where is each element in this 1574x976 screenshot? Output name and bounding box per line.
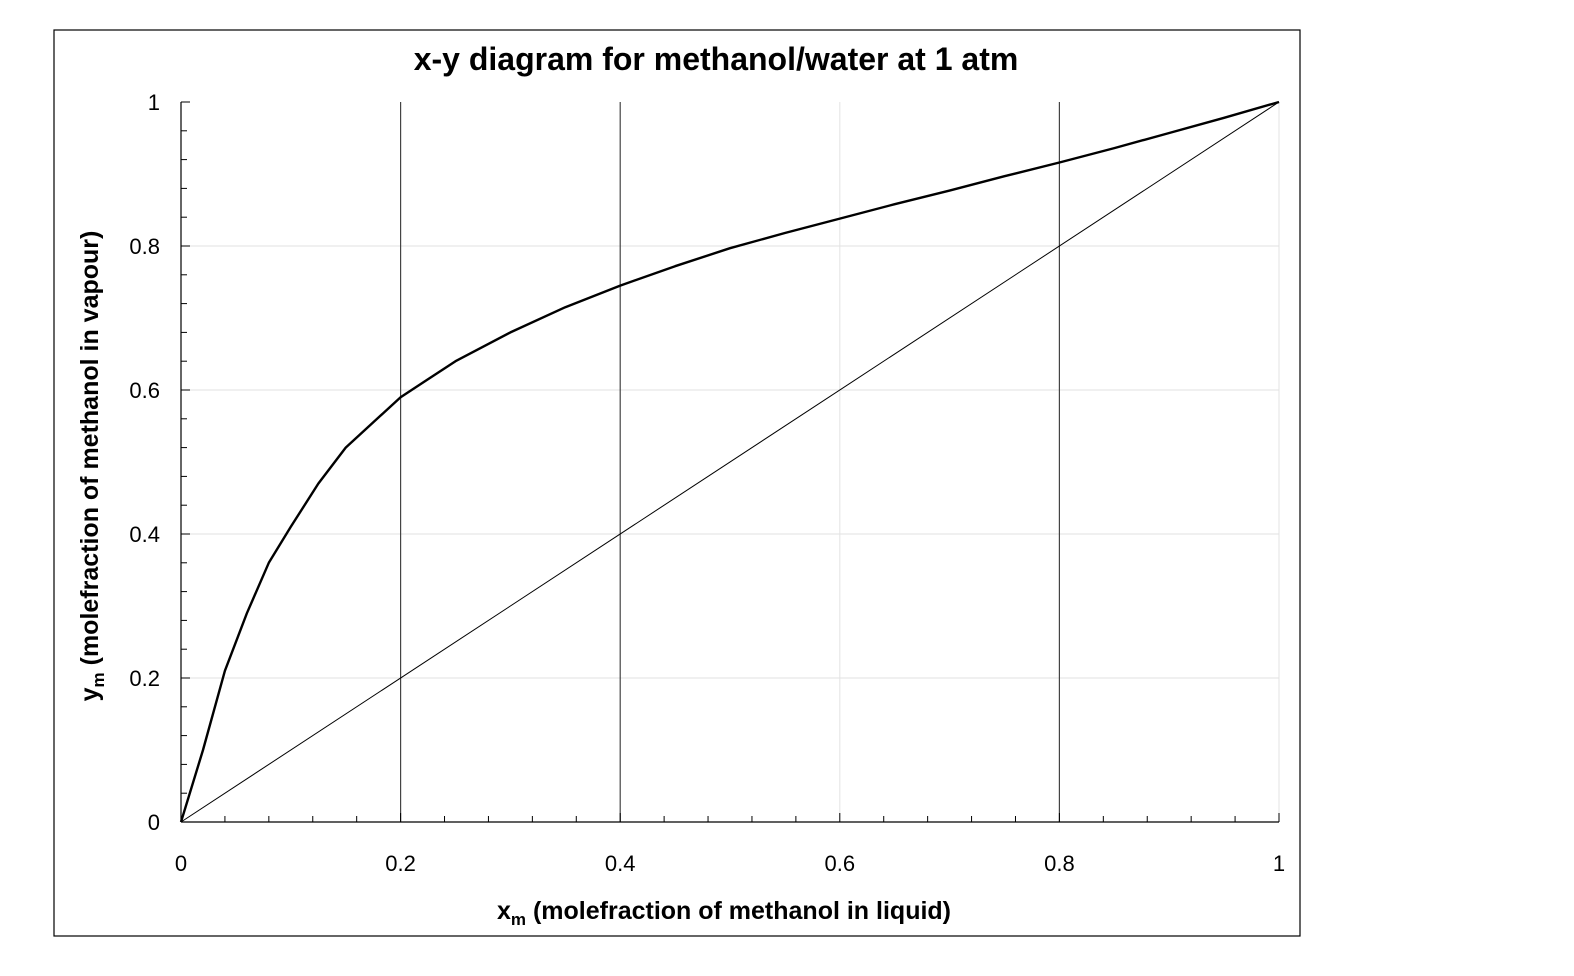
x-tick-label: 1 [1273,851,1285,876]
x-tick-label: 0.4 [605,851,636,876]
plot-axes [180,101,1280,823]
plot-tick-labels: 0 0.2 0.4 0.6 0.8 1 0 0.2 0.4 0.6 0.8 1 [129,90,1285,876]
chart-title: x-y diagram for methanol/water at 1 atm [414,41,1019,77]
x-tick-label: 0.6 [825,851,856,876]
plot-series [179,100,1280,823]
x-tick-label: 0.2 [385,851,416,876]
diagonal-line [180,101,1280,823]
x-axis-label: xm (molefraction of methanol in liquid) [497,897,951,929]
y-tick-label: 0 [148,810,160,835]
equilibrium-curve [179,100,1280,823]
y-tick-label: 0.4 [129,522,160,547]
x-tick-label: 0 [175,851,187,876]
y-tick-label: 0.8 [129,234,160,259]
plot-grid [181,102,1280,822]
y-tick-label: 0.2 [129,666,160,691]
x-tick-label: 0.8 [1044,851,1075,876]
y-axis-label: ym (molefraction of methanol in vapour) [76,231,108,702]
y-tick-label: 1 [148,90,160,115]
y-tick-label: 0.6 [129,378,160,403]
chart-frame [53,29,1301,937]
